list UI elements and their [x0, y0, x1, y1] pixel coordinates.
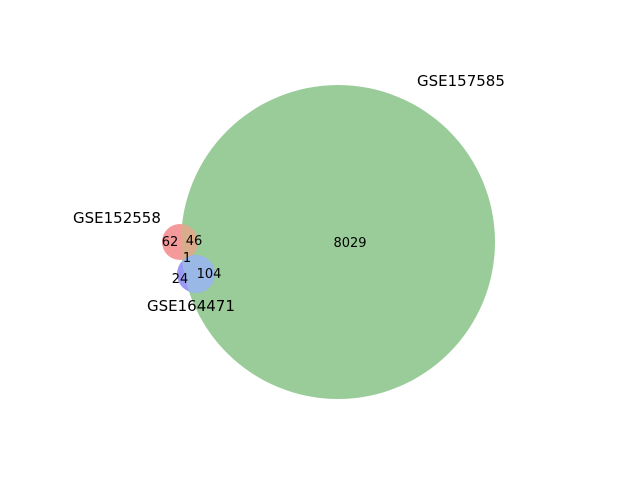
- count-gse164471-only: 24: [172, 272, 189, 287]
- circle-gse157585: [181, 85, 495, 399]
- count-all-three: 1: [183, 251, 191, 266]
- count-gse152558-only: 62: [162, 235, 179, 250]
- count-gse157585-gse164471: 104: [197, 267, 222, 282]
- set-label-gse164471: GSE164471: [147, 297, 235, 315]
- set-label-gse157585: GSE157585: [417, 72, 505, 90]
- count-gse157585-only: 8029: [333, 236, 366, 251]
- count-gse152558-gse157585: 46: [186, 234, 203, 249]
- set-label-gse152558: GSE152558: [73, 209, 161, 227]
- region-gse152558-gse157585: [181, 224, 198, 260]
